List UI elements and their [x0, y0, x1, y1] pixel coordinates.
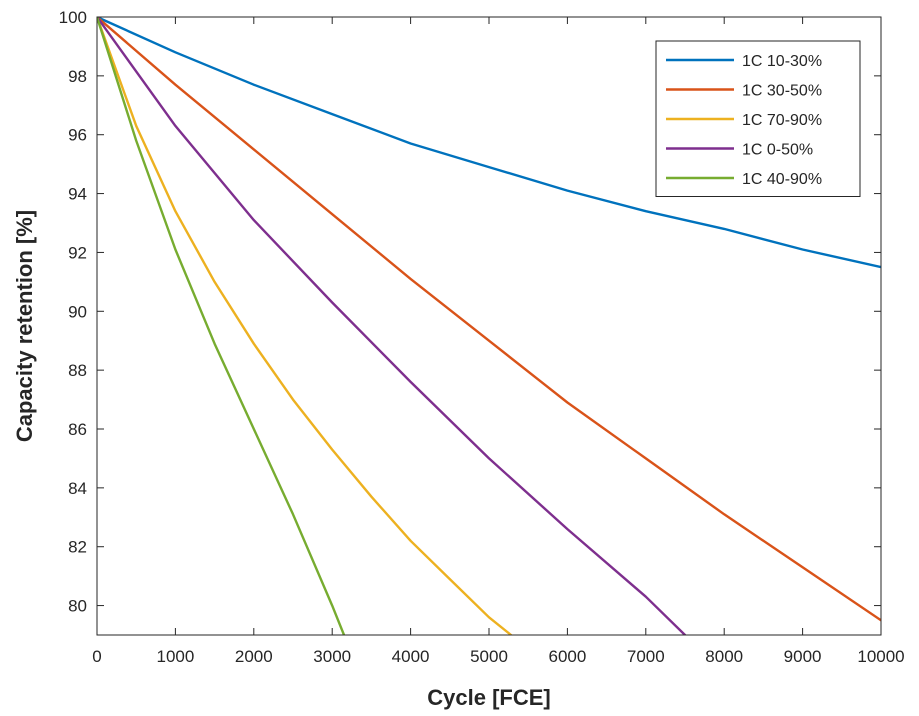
x-tick-label: 1000 — [156, 647, 194, 666]
y-tick-label: 90 — [68, 302, 87, 321]
y-axis-label: Capacity retention [%] — [12, 210, 37, 442]
x-tick-label: 7000 — [627, 647, 665, 666]
axes — [96, 16, 882, 636]
x-tick-label: 3000 — [313, 647, 351, 666]
y-tick-label: 82 — [68, 538, 87, 557]
y-tick-label: 96 — [68, 126, 87, 145]
y-tick-label: 86 — [68, 420, 87, 439]
x-tick-label: 5000 — [470, 647, 508, 666]
x-axis-label: Cycle [FCE] — [427, 685, 550, 710]
y-tick-label: 88 — [68, 361, 87, 380]
legend: 1C 10-30% 1C 30-50% 1C 70-90% 1C 0-50% 1C 40… — [655, 40, 861, 197]
series-line-2 — [97, 17, 881, 622]
x-tick-label: 8000 — [705, 647, 743, 666]
series-line-4 — [97, 17, 687, 635]
y-tick-label: 100 — [59, 8, 87, 27]
y-tick-label: 80 — [68, 597, 87, 616]
series-line-1 — [97, 17, 881, 269]
y-tick-label: 92 — [68, 243, 87, 262]
legend-label-5: 1C 40-90% — [742, 171, 822, 188]
x-tick-label: 9000 — [784, 647, 822, 666]
x-tick-label: 6000 — [548, 647, 586, 666]
x-tick-label: 0 — [92, 647, 101, 666]
legend-label-3: 1C 70-90% — [742, 112, 822, 129]
series-line-5 — [97, 17, 346, 635]
series-lines — [97, 17, 881, 635]
y-tick-label: 98 — [68, 67, 87, 86]
legend-label-4: 1C 0-50% — [742, 142, 813, 159]
x-tick-label: 2000 — [235, 647, 273, 666]
legend-label-2: 1C 30-50% — [742, 83, 822, 100]
series-line-3 — [97, 17, 513, 635]
legend-label-1: 1C 10-30% — [742, 53, 822, 70]
x-tick-label: 10000 — [857, 647, 904, 666]
y-tick-label: 94 — [68, 185, 87, 204]
y-tick-label: 84 — [68, 479, 87, 498]
x-tick-label: 4000 — [392, 647, 430, 666]
tick-labels: 0 1000 2000 3000 4000 5000 6000 7000 8000 9000 100… — [59, 8, 905, 666]
